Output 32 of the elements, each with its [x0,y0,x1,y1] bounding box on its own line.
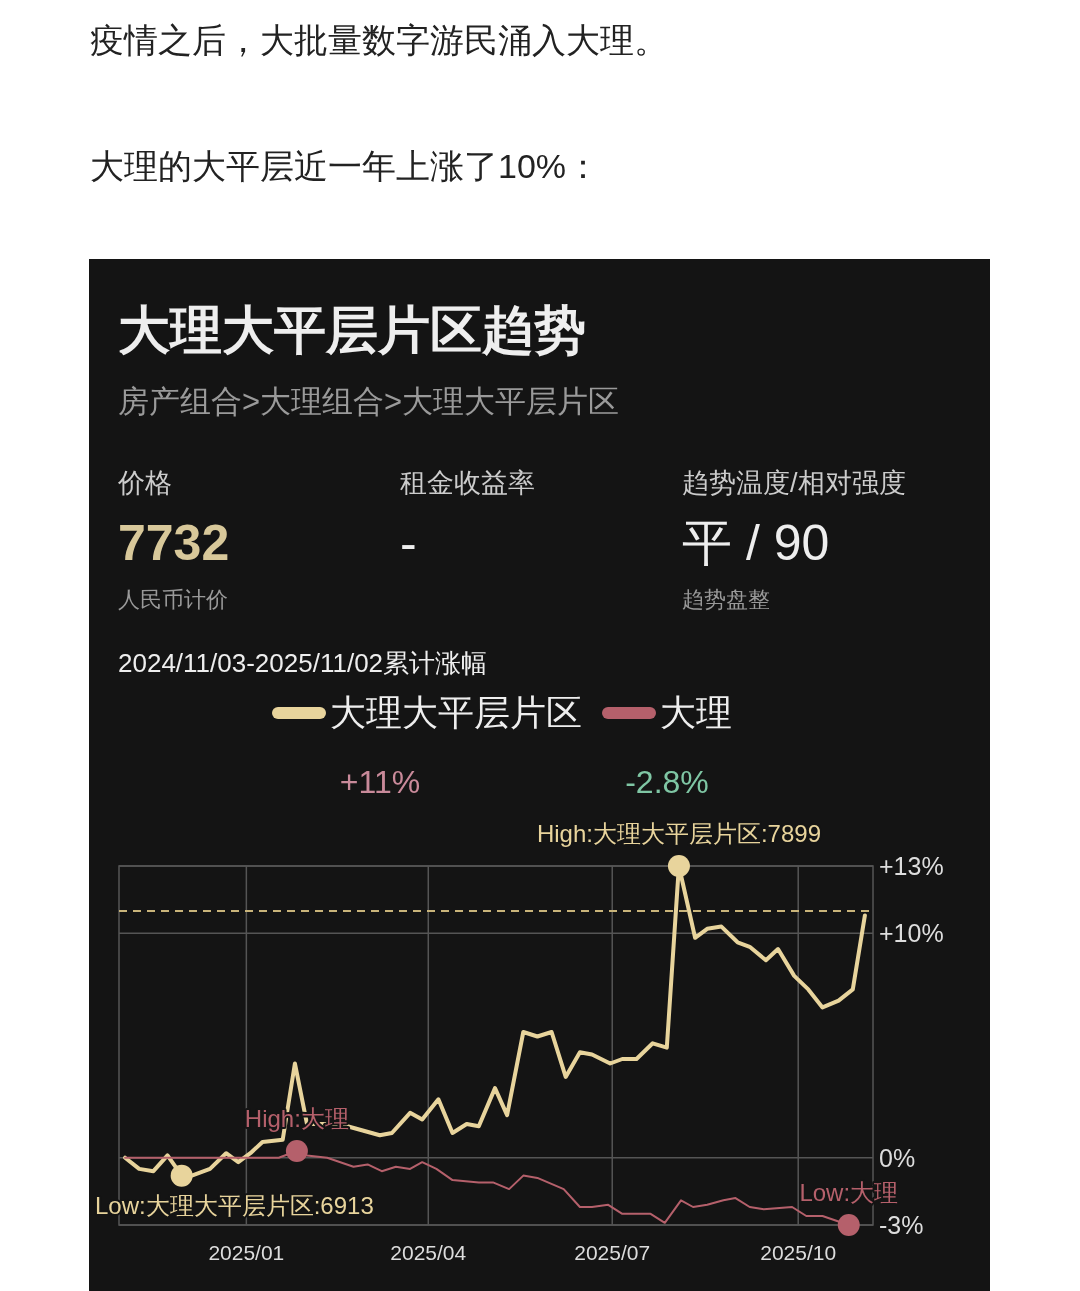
chart-title: 大理大平层片区趋势 [118,301,586,359]
x-tick-label: 2025/10 [760,1241,837,1264]
y-tick-label: 0% [879,1143,916,1172]
text: 趋势盘整 [682,587,770,612]
y-tick-label: -3% [879,1211,924,1239]
x-tick-label: 2025/01 [208,1241,285,1264]
text: - [400,515,417,571]
point [667,855,690,877]
text: 大理的大平层近一年上涨了10%： [90,147,601,185]
text: 平 / 90 [682,515,830,571]
text: 2024/11/03-2025/11/02累计涨幅 [118,648,488,678]
annotation: High:大理大平层片区:7899 [536,820,821,847]
text: 7732 [118,515,230,571]
text: +11% [339,764,421,800]
point [285,1139,308,1162]
point [170,1164,193,1187]
legend-label: 大理大平层片区 [330,692,582,733]
x-tick-label: 2025/07 [574,1241,651,1264]
text: 租金收益率 [400,468,535,498]
legend-label: 大理 [660,692,732,733]
text: -2.8% [625,764,709,800]
chart-subtitle: 房产组合>大理组合>大理大平层片区 [118,384,620,419]
text: 趋势温度/相对强度 [682,468,906,498]
y-tick-label: +13% [879,852,944,880]
text: 人民币计价 [118,587,228,612]
x-tick-label: 2025/04 [390,1241,467,1264]
annotation: Low:大理大平层片区:6913 [95,1191,374,1219]
text: 疫情之后，大批量数字游民涌入大理。 [90,21,668,59]
point [837,1214,860,1236]
text: 价格 [117,468,172,498]
annotation: Low:大理 [799,1179,899,1206]
y-tick-label: +10% [879,919,944,948]
